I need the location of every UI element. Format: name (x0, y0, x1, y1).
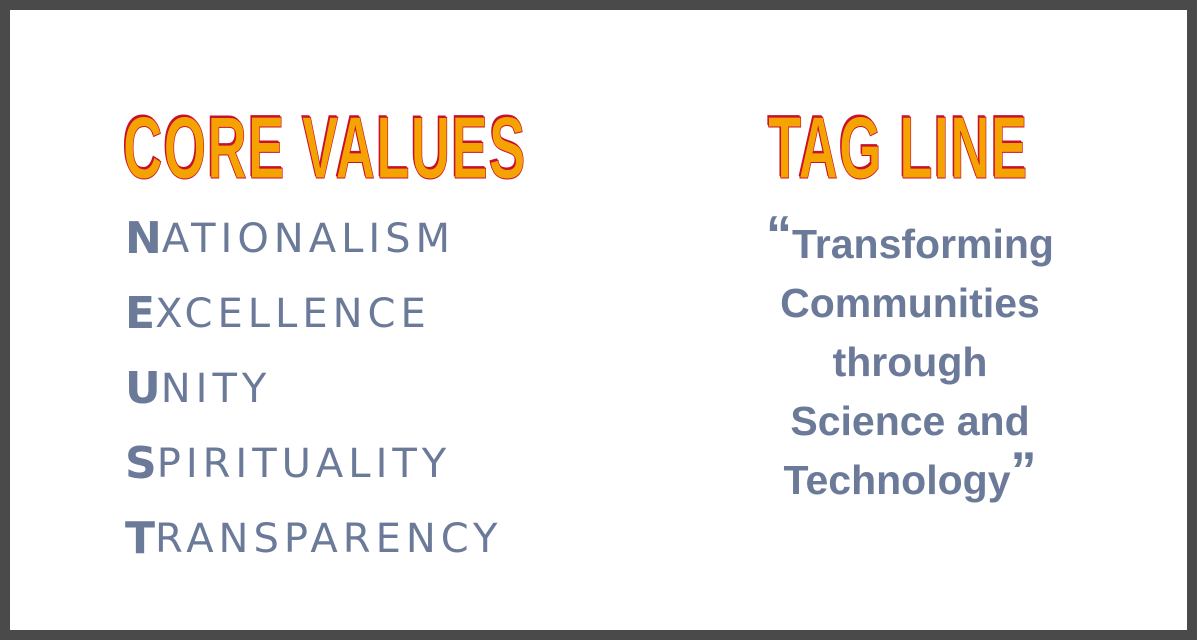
value-rest: RANSPARENCY (155, 516, 503, 562)
value-rest: PIRITUALITY (156, 441, 452, 487)
open-quote: “ (766, 206, 792, 264)
value-initial: N (125, 213, 162, 264)
value-item-excellence: E XCELLENCE (125, 291, 502, 366)
core-values-heading: CORE VALUES (123, 98, 527, 197)
core-values-list: N ATIONALISM E XCELLENCE U NITY S PIRITUALIT… (125, 216, 502, 591)
tag-line-text: “Transforming Communities through Scienc… (710, 209, 1110, 510)
tag-line-line-4: Science and (790, 398, 1030, 444)
tag-line-line-2: Communities (780, 280, 1040, 326)
slide: CORE VALUES N ATIONALISM E XCELLENCE U NITY… (10, 10, 1187, 630)
tag-line-line-5-text: Technology (783, 457, 1011, 503)
value-initial: U (125, 363, 161, 414)
close-quote: ” (1010, 442, 1037, 500)
value-item-transparency: T RANSPARENCY (125, 516, 502, 591)
tag-line-line-1-text: Transforming (792, 221, 1054, 267)
value-rest: XCELLENCE (155, 291, 431, 337)
value-initial: S (125, 438, 157, 489)
tag-line-line-3: through (832, 339, 988, 385)
value-item-spirituality: S PIRITUALITY (125, 441, 502, 516)
value-item-nationalism: N ATIONALISM (125, 216, 502, 291)
tag-line-line-5: Technology” (710, 445, 1110, 510)
value-rest: ATIONALISM (161, 216, 456, 262)
value-initial: T (125, 513, 156, 564)
value-rest: NITY (160, 366, 272, 412)
tag-line-heading: TAG LINE (768, 98, 1029, 197)
tag-line-line-1: “Transforming (710, 209, 1110, 274)
value-initial: E (125, 288, 156, 339)
value-item-unity: U NITY (125, 366, 502, 441)
